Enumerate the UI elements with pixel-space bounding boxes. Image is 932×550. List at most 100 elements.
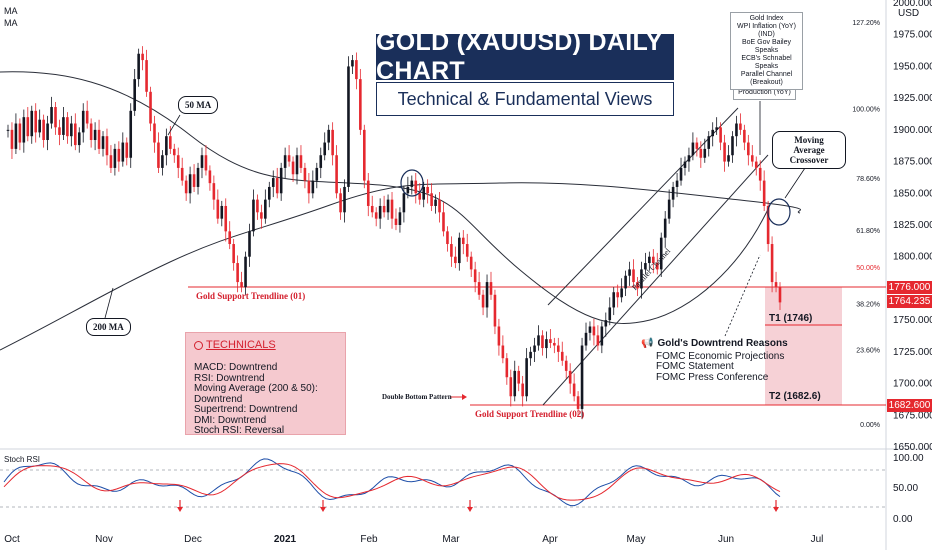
time-axis: Oct Nov Dec 2021 Feb Mar Apr May Jun Jul xyxy=(4,534,823,545)
candle xyxy=(157,142,160,168)
gold-index-note: Gold Index WPI Inflation (YoY) (IND) BoE… xyxy=(730,12,803,90)
candle xyxy=(58,127,61,135)
candle xyxy=(283,155,287,168)
stoch-arrows xyxy=(177,500,779,512)
candle xyxy=(129,110,133,158)
candle xyxy=(747,142,750,156)
technical-item: RSI: Downtrend xyxy=(194,372,265,384)
ma-indicator-label-1[interactable]: MA xyxy=(4,6,18,16)
ma-indicator-label-2[interactable]: MA xyxy=(4,18,18,28)
stoch-arrowhead xyxy=(773,507,779,512)
stoch-label[interactable]: Stoch RSI xyxy=(4,455,41,464)
candle xyxy=(117,148,121,162)
candle xyxy=(762,180,766,206)
price-tick-label: 1675.000 xyxy=(893,410,932,421)
candle xyxy=(319,155,323,168)
candle xyxy=(418,193,422,200)
stoch-k-line xyxy=(3,458,781,507)
candle xyxy=(616,292,619,298)
candle xyxy=(10,129,14,149)
currency-label: USD xyxy=(898,8,920,19)
candle xyxy=(192,174,196,187)
candle xyxy=(644,263,647,270)
candle xyxy=(165,136,168,156)
candle xyxy=(410,180,414,187)
candle xyxy=(81,110,85,133)
candle xyxy=(307,180,311,194)
time-tick-label: Jul xyxy=(811,534,824,545)
candle xyxy=(525,358,528,397)
candle xyxy=(38,119,41,133)
candle xyxy=(770,244,774,283)
reason-item: FOMC Press Conference xyxy=(656,371,769,383)
candle xyxy=(628,269,631,276)
candle xyxy=(141,53,144,61)
candle xyxy=(291,161,295,175)
candle xyxy=(327,129,330,143)
candle xyxy=(596,335,600,346)
dashed-arrow xyxy=(724,254,761,337)
candle xyxy=(509,377,513,397)
channel-upper xyxy=(547,107,739,306)
candle xyxy=(743,129,746,143)
crossover-circle-1 xyxy=(400,169,424,197)
candle xyxy=(14,123,18,149)
candle xyxy=(26,117,30,137)
candle xyxy=(355,60,358,80)
candle xyxy=(208,170,212,184)
candle xyxy=(6,129,10,131)
candle xyxy=(169,136,172,149)
gold-index-line: ECB's Schnabel Speaks xyxy=(741,55,792,70)
candle xyxy=(212,183,216,200)
candle xyxy=(458,237,461,264)
candle xyxy=(18,123,22,143)
crossover-pointer xyxy=(784,167,806,199)
candle xyxy=(264,199,267,219)
price-tick-label: 1700.000 xyxy=(893,379,932,390)
candle xyxy=(386,199,390,213)
candle xyxy=(533,345,536,352)
candle xyxy=(93,129,97,141)
candle xyxy=(648,256,651,264)
candle xyxy=(727,155,730,162)
candle xyxy=(252,199,255,232)
candle xyxy=(438,199,441,213)
candle xyxy=(632,269,635,283)
candle xyxy=(572,383,576,397)
candle xyxy=(204,155,208,171)
price-tick-label: 1800.000 xyxy=(893,252,932,263)
fib-level-label: 50.00% xyxy=(856,265,880,272)
candle xyxy=(161,155,164,168)
candle xyxy=(180,167,184,181)
candle xyxy=(493,294,497,327)
candle xyxy=(620,288,623,298)
stoch-tick-label: 0.00 xyxy=(893,514,913,525)
price-tick-label: 1750.000 xyxy=(893,315,932,326)
candle xyxy=(331,129,334,156)
gold-index-line: Parallel Channel (Breakout) xyxy=(740,71,793,86)
candle xyxy=(398,212,402,225)
stoch-tick-label: 100.00 xyxy=(893,453,924,464)
candle xyxy=(311,180,315,194)
price-tick-label: 1850.000 xyxy=(893,188,932,199)
time-tick-label: Apr xyxy=(542,534,558,545)
candle xyxy=(188,174,192,194)
time-tick-label: Nov xyxy=(95,534,113,545)
candle xyxy=(766,205,770,245)
search-icon xyxy=(194,340,203,350)
candle xyxy=(580,345,584,409)
candle xyxy=(145,60,148,92)
candle xyxy=(517,370,521,384)
candle xyxy=(564,360,568,371)
technicals-heading: TECHNICALS xyxy=(194,340,276,351)
candle xyxy=(655,263,659,270)
ma50-pointer xyxy=(167,114,181,136)
candle xyxy=(394,218,398,225)
technical-item: Stoch RSI: Reversal xyxy=(194,425,285,436)
candle xyxy=(679,167,683,181)
candle xyxy=(287,155,291,162)
t2-label: T2 (1682.6) xyxy=(769,391,821,402)
candle xyxy=(240,282,243,288)
candle xyxy=(442,212,445,232)
